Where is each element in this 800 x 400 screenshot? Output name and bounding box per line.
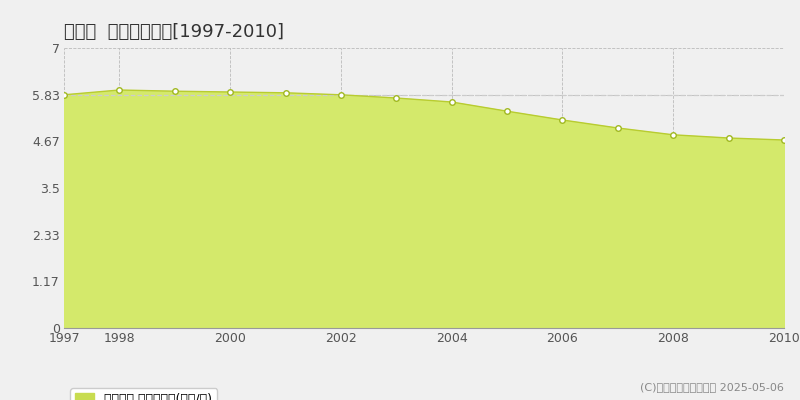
Text: 大熊町  基準地価推移[1997-2010]: 大熊町 基準地価推移[1997-2010] xyxy=(64,23,284,41)
Legend: 基準地価 平均坪単価(万円/坪): 基準地価 平均坪単価(万円/坪) xyxy=(70,388,217,400)
Text: (C)土地価格ドットコム 2025-05-06: (C)土地価格ドットコム 2025-05-06 xyxy=(640,382,784,392)
